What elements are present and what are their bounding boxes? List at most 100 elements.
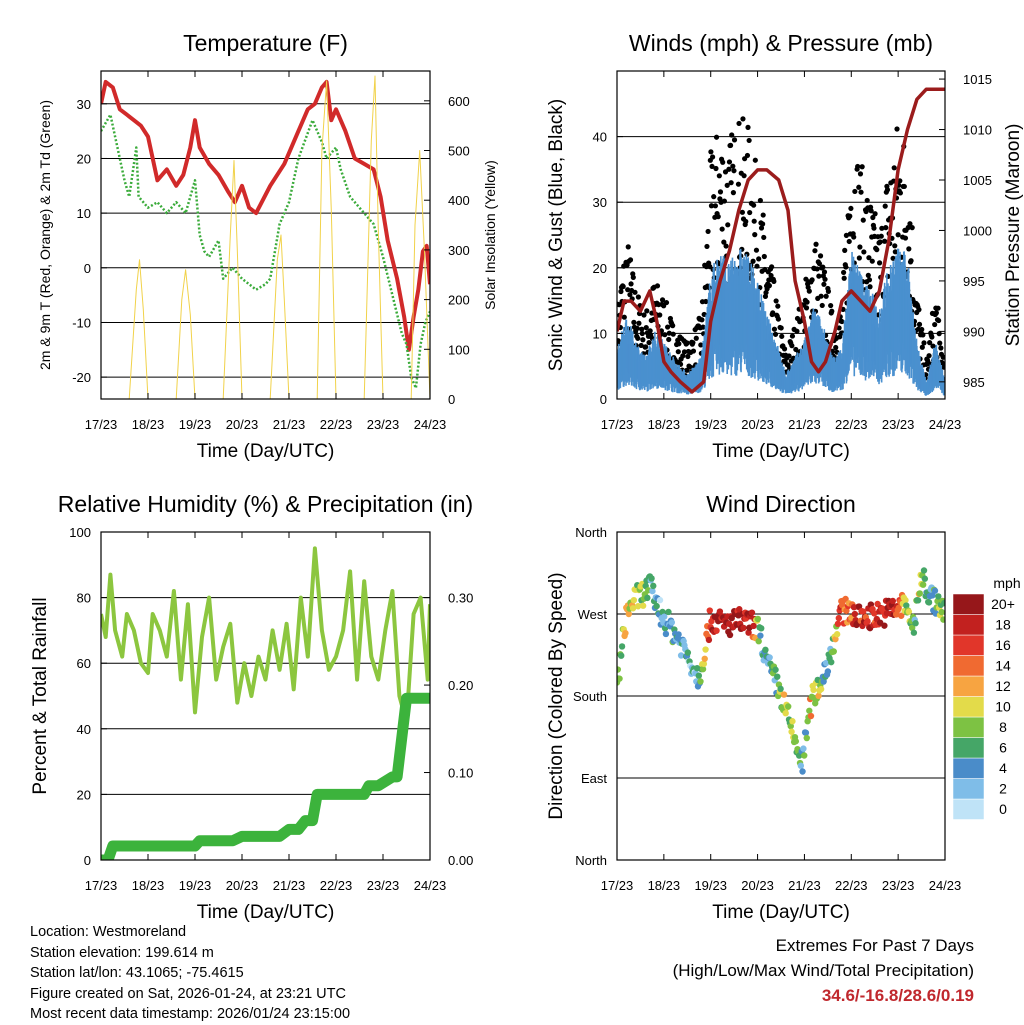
direction-point: [871, 610, 878, 617]
series-station-pressure: [617, 87, 945, 394]
gust-point: [685, 353, 691, 360]
winds-xlabel: Time (Day/UTC): [712, 441, 850, 462]
gust-point: [721, 239, 727, 245]
gust-point: [892, 249, 898, 255]
gust-point: [786, 353, 792, 359]
direction-point: [802, 729, 810, 737]
legend-label: 6: [999, 740, 1007, 756]
gust-point: [739, 209, 745, 215]
temperature-ylabel: 2m & 9m T (Red, Orange) & 2m Td (Green): [37, 100, 53, 370]
y2-tick-label: 1010: [963, 123, 992, 138]
direction-point: [648, 575, 655, 582]
gust-point: [828, 302, 834, 309]
gust-point: [775, 316, 781, 322]
direction-point: [754, 615, 762, 623]
direction-point: [941, 599, 945, 607]
gust-point: [771, 278, 777, 284]
legend-swatch: [952, 716, 985, 738]
direction-point: [675, 631, 682, 638]
gust-point: [869, 258, 875, 264]
extremes-box: Extremes For Past 7 Days (High/Low/Max W…: [673, 933, 974, 1008]
gust-point: [715, 214, 721, 220]
gust-point: [864, 197, 870, 204]
direction-point: [757, 632, 764, 639]
y2-tick-label: 1000: [963, 223, 992, 238]
y-tick-label: West: [578, 607, 608, 622]
gust-point: [726, 159, 733, 165]
direction-point: [726, 631, 734, 639]
gust-point: [821, 281, 827, 287]
winds-data: [617, 87, 945, 396]
direction-point: [713, 627, 720, 634]
gust-point: [770, 310, 776, 316]
direction-point: [617, 675, 623, 682]
direction-point: [912, 620, 919, 627]
gust-point: [846, 238, 852, 245]
gust-point: [779, 333, 785, 339]
direction-point: [629, 605, 637, 612]
direction-point: [914, 597, 922, 604]
direction-point: [662, 630, 670, 638]
gust-point: [843, 264, 849, 270]
gust-point: [724, 182, 730, 188]
direction-point: [909, 624, 916, 632]
gust-point: [639, 330, 645, 337]
y-tick-label: 60: [77, 656, 91, 671]
direction-point: [830, 648, 837, 655]
gust-point: [852, 188, 858, 195]
direction-point: [777, 685, 784, 693]
gust-point: [743, 218, 749, 225]
y2-tick-label: 0: [448, 392, 455, 407]
humidity-data: [101, 546, 430, 860]
gust-point: [860, 217, 866, 223]
x-tick-label: 21/23: [273, 878, 306, 893]
direction-point: [702, 646, 709, 653]
direction-point: [706, 607, 713, 614]
direction-point: [889, 597, 897, 605]
x-tick-label: 22/23: [835, 417, 868, 432]
created-text: Figure created on Sat, 2026-01-24, at 23…: [30, 985, 346, 1002]
gust-point: [657, 312, 663, 318]
gust-point: [902, 235, 909, 241]
direction-point: [810, 686, 817, 694]
gust-point: [821, 269, 828, 275]
direction-point: [807, 712, 815, 720]
x-tick-label: 21/23: [788, 417, 821, 432]
direction-point: [842, 595, 849, 603]
gust-point: [919, 326, 925, 333]
x-tick-label: 20/23: [741, 417, 774, 432]
temperature-frame: [100, 70, 431, 400]
gust-point: [754, 263, 760, 269]
gust-point: [936, 317, 942, 324]
gust-point: [856, 184, 862, 190]
x-tick-label: 17/23: [601, 878, 634, 893]
temperature-panel: Temperature (F) 17/23 18/23 19/23 20/23 21/23…: [37, 30, 498, 462]
x-tick-label: 20/23: [741, 878, 774, 893]
x-tick-label: 18/23: [648, 878, 681, 893]
direction-point: [634, 603, 642, 610]
gust-point: [836, 325, 842, 331]
legend-label: 0: [999, 801, 1007, 817]
gust-point: [644, 308, 650, 314]
gust-point: [704, 243, 710, 250]
direction-point: [745, 629, 752, 636]
gust-point: [789, 343, 795, 349]
x-tick-label: 23/23: [882, 878, 915, 893]
extremes-title: Extremes For Past 7 Days: [775, 936, 974, 955]
direction-point: [740, 624, 747, 632]
gust-point: [731, 168, 737, 174]
gust-point: [740, 116, 746, 122]
y-tick-label: 40: [77, 722, 91, 737]
gust-point: [690, 340, 696, 346]
gust-point: [819, 302, 825, 309]
direction-point: [677, 652, 685, 659]
gust-point: [926, 353, 932, 359]
y-tick-label: North: [575, 853, 607, 868]
legend-label: 8: [999, 719, 1007, 735]
y2-tick-label: 100: [448, 342, 470, 357]
gust-point: [670, 331, 676, 337]
x-tick-label: 21/23: [273, 417, 306, 432]
direction-point: [881, 622, 888, 629]
y2-tick-label: 0.10: [448, 766, 473, 781]
